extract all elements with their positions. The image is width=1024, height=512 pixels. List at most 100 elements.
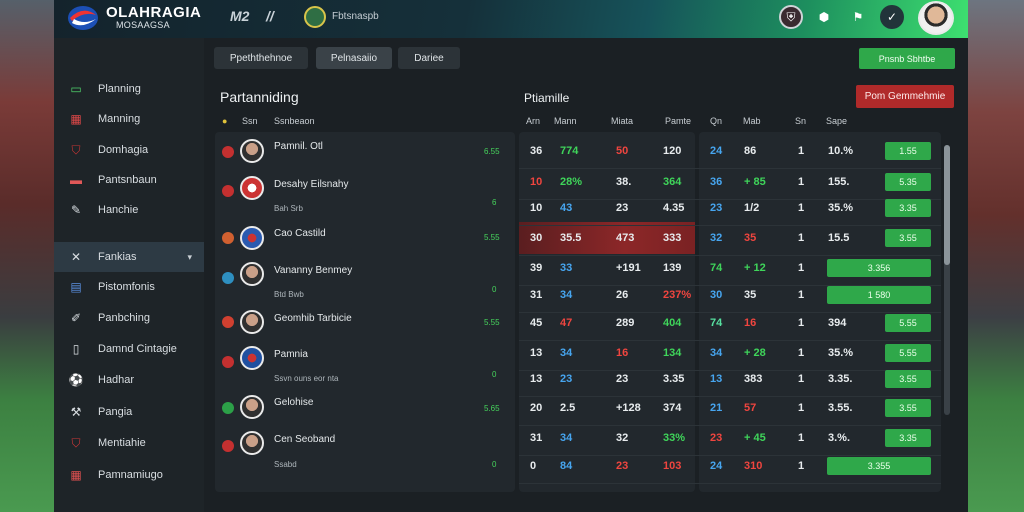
sidebar-item-fankias[interactable]: ✕ Fankias ▾ — [54, 242, 204, 272]
top-mark-slash[interactable]: // — [266, 8, 274, 24]
stat-cell: 1 — [798, 202, 805, 214]
avatar[interactable] — [918, 1, 954, 35]
tab-ppeththehnoe[interactable]: Ppeththehnoe — [214, 47, 308, 69]
stat-cell: 35.% — [828, 347, 854, 359]
shield-icon: ⛉ — [71, 435, 81, 450]
sidebar-item-damnd-cintagie[interactable]: ▯ Damnd Cintagie — [54, 334, 204, 364]
pitch-icon: ▭ — [70, 82, 82, 96]
stat-cell: + 85 — [744, 176, 766, 188]
player-sub: Btd Bwb — [274, 290, 304, 299]
sidebar-item-hanchie[interactable]: ✎ Hanchie — [54, 195, 204, 225]
shield-icon[interactable]: ⬢ — [818, 10, 830, 24]
rating-bar: 3.356 — [827, 259, 931, 277]
player-score: 0 — [492, 285, 497, 294]
row-divider — [519, 312, 941, 313]
club-badge-icon[interactable]: ⛨ — [779, 5, 803, 29]
sidebar-item-domhagia[interactable]: ⛉ Domhagia — [54, 135, 204, 165]
lineup-icon[interactable]: ⚑ — [852, 10, 864, 24]
stat-cell: 84 — [560, 460, 573, 472]
stat-cell: 394 — [828, 317, 847, 329]
stat-cell: 404 — [663, 317, 682, 329]
sidebar-item-panbching[interactable]: ✐ Panbching — [54, 303, 204, 333]
tactics-icon[interactable]: ✓ — [880, 5, 904, 29]
sidebar-item-pangia[interactable]: ⚒ Pangia — [54, 397, 204, 427]
scrollbar[interactable] — [944, 145, 950, 415]
stat-cell: 15.5 — [828, 232, 850, 244]
header-mann[interactable]: Mann — [554, 116, 577, 126]
sidebar-item-pantsnbaun[interactable]: ▬ Pantsnbaun — [54, 165, 204, 195]
scrollbar-thumb[interactable] — [944, 145, 950, 265]
rating-bar: 1 580 — [827, 286, 931, 304]
sidebar-item-label: Pantsnbaun — [98, 174, 157, 186]
header-sn[interactable]: Sn — [795, 116, 807, 126]
stat-cell: 13 — [710, 373, 723, 385]
list-icon: ▯ — [72, 342, 80, 356]
tab-pelnasaiio[interactable]: Pelnasaiio — [316, 47, 392, 69]
sidebar-item-pamnamiugo[interactable]: ▦ Pamnamiugo — [54, 460, 204, 490]
stat-cell: 35 — [744, 289, 757, 301]
stat-cell: 16 — [616, 347, 629, 359]
header-sape[interactable]: Sape — [826, 116, 848, 126]
stat-cell: +191 — [616, 262, 641, 274]
stat-cell: 35.% — [828, 202, 854, 214]
stat-cell: 36 — [530, 145, 543, 157]
sidebar-item-manning[interactable]: ▦ Manning — [54, 104, 204, 134]
row-divider — [519, 340, 941, 341]
stat-cell: 74 — [710, 317, 723, 329]
player-score: 5.55 — [484, 318, 500, 327]
header-mab[interactable]: Mab — [743, 116, 761, 126]
player-avatar — [240, 310, 264, 334]
app-window: OLAHRAGIA MOSAAGSA M2 // Fbtsnaspb ⛨ ⬢ ⚑… — [54, 0, 968, 512]
player-score: 6 — [492, 198, 497, 207]
sidebar-item-pistomfonis[interactable]: ▤ Pistomfonis — [54, 272, 204, 302]
header-arn[interactable]: Arn — [526, 116, 541, 126]
sidebar-item-label: Manning — [98, 113, 141, 125]
stat-cell: 39 — [530, 262, 543, 274]
stat-cell: 31 — [530, 432, 543, 444]
sidebar-item-planning[interactable]: ▭ Planning — [54, 74, 204, 104]
edit-icon: ✎ — [70, 203, 82, 217]
stat-cell: 364 — [663, 176, 682, 188]
player-score: 5.65 — [484, 404, 500, 413]
top-label[interactable]: Fbtsnaspb — [332, 11, 379, 22]
flag-icon: ▦ — [70, 468, 82, 482]
primary-action-button[interactable]: Pnsnb Sbhtbe — [859, 48, 955, 69]
right-panel-title: Ptiamille — [524, 91, 570, 105]
stat-cell: 4.35 — [663, 202, 685, 214]
stat-cell: 10 — [530, 176, 543, 188]
stat-cell: 1 — [798, 289, 805, 301]
tab-dariee[interactable]: Dariee — [398, 47, 460, 69]
sidebar-item-hadhar[interactable]: ⚽ Hadhar — [54, 365, 204, 395]
stat-cell: 1 — [798, 432, 805, 444]
stat-cell: 35.5 — [560, 232, 582, 244]
sidebar-item-mentiahie[interactable]: ⛉ Mentiahie — [54, 428, 204, 458]
player-avatar — [240, 139, 264, 163]
header-ssnbeaon[interactable]: Ssnbeaon — [274, 116, 315, 126]
top-mark-m2[interactable]: M2 — [230, 8, 250, 24]
top-bar: OLAHRAGIA MOSAAGSA M2 // Fbtsnaspb ⛨ ⬢ ⚑… — [54, 0, 968, 38]
status-badge-icon — [222, 440, 234, 452]
header-qn[interactable]: Qn — [710, 116, 723, 126]
brand-logo-icon[interactable] — [66, 3, 100, 33]
rating-bar: 5.55 — [885, 314, 931, 332]
club-crest-icon[interactable] — [304, 6, 326, 28]
stat-cell: 36 — [710, 176, 723, 188]
rating-bar: 3.55 — [885, 370, 931, 388]
stat-cell: 155. — [828, 176, 850, 188]
status-badge-icon — [222, 232, 234, 244]
header-pamte[interactable]: Pamte — [665, 116, 692, 126]
stat-cell: 1 — [798, 347, 805, 359]
danger-action-button[interactable]: Pom Gemmehmie — [856, 85, 954, 108]
player-name: Vananny Benmey — [274, 265, 353, 276]
status-badge-icon — [222, 272, 234, 284]
stat-cell: 23 — [710, 432, 723, 444]
stat-cell: 237% — [663, 289, 692, 301]
sidebar-item-label: Pamnamiugo — [98, 469, 163, 481]
stat-cell: 34 — [560, 289, 573, 301]
player-score: 0 — [492, 370, 497, 379]
header-ssn[interactable]: Ssn — [242, 116, 258, 126]
stadium-background-left — [0, 0, 60, 512]
highlighted-row — [519, 222, 695, 254]
rating-bar: 3.35 — [885, 199, 931, 217]
header-miata[interactable]: Miata — [611, 116, 634, 126]
